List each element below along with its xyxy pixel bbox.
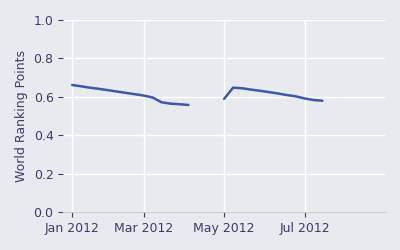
Y-axis label: World Ranking Points: World Ranking Points: [15, 50, 28, 182]
